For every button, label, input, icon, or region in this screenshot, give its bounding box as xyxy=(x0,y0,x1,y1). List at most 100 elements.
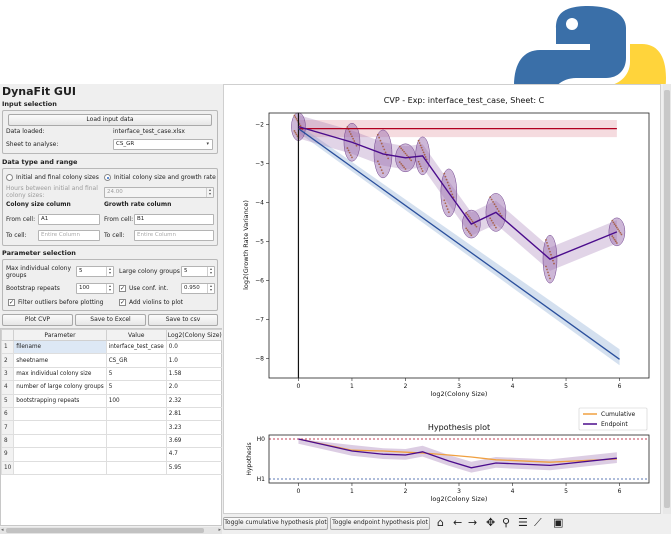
load-input-button[interactable]: Load input data xyxy=(8,114,212,126)
table-row[interactable]: 7 3.23 xyxy=(0,420,224,435)
table-row[interactable]: 5 bootstrapping repeats 100 2.32 xyxy=(0,393,224,408)
parameter-cell[interactable]: sheetname xyxy=(13,353,107,368)
parameter-cell[interactable] xyxy=(13,406,107,422)
table-row[interactable]: 8 3.69 xyxy=(0,433,224,449)
toggle-cumulative-button[interactable]: Toggle cumulative hypothesis plot xyxy=(223,517,328,530)
large-groups-spinbox[interactable]: 5 ▴ ▾ xyxy=(181,266,215,277)
radio-initial-final[interactable] xyxy=(6,174,13,181)
edit-axis-icon[interactable]: ⟋ xyxy=(534,516,542,529)
data-point xyxy=(384,151,387,154)
value-cell[interactable]: CS_GR xyxy=(105,353,167,368)
parameter-cell[interactable] xyxy=(13,433,107,449)
column-header[interactable]: Log2(Colony Size) xyxy=(165,329,224,341)
back-arrow-icon[interactable]: ← xyxy=(453,516,463,529)
parameter-cell[interactable]: number of large colony groups xyxy=(13,380,107,395)
colony-from-input[interactable]: A1 xyxy=(38,214,100,225)
parameter-cell[interactable] xyxy=(13,460,107,475)
table-row[interactable]: 2 sheetname CS_GR 1.0 xyxy=(0,353,224,368)
home-icon[interactable]: ⌂ xyxy=(437,516,444,529)
bootstrap-spinbox[interactable]: 100 ▴ ▾ xyxy=(76,283,114,294)
log2-cell[interactable]: 4.7 xyxy=(165,447,224,462)
scroll-left-icon[interactable]: ◂ xyxy=(1,527,4,533)
filter-outliers-checkbox[interactable]: ✓ xyxy=(8,299,15,306)
data-loaded-value: interface_test_case.xlsx xyxy=(113,128,185,135)
parameter-cell[interactable]: max individual colony size xyxy=(13,366,107,382)
conf-spinbox[interactable]: 0.950 ▴ ▾ xyxy=(181,283,215,294)
value-cell[interactable]: 5 xyxy=(105,380,167,395)
row-number[interactable]: 4 xyxy=(0,380,15,395)
log2-cell[interactable]: 1.58 xyxy=(165,366,224,382)
column-header[interactable]: Parameter xyxy=(13,329,107,341)
log2-cell[interactable]: 2.81 xyxy=(165,406,224,422)
row-number[interactable]: 2 xyxy=(0,353,15,368)
table-row[interactable]: 9 4.7 xyxy=(0,447,224,462)
row-number[interactable]: 9 xyxy=(0,447,15,462)
value-cell[interactable]: 100 xyxy=(105,393,167,408)
value-cell[interactable] xyxy=(105,406,167,422)
sheet-select[interactable]: CS_GR ▾ xyxy=(113,139,213,150)
parameter-cell[interactable] xyxy=(13,447,107,462)
row-number[interactable]: 7 xyxy=(0,420,15,435)
log2-cell[interactable]: 2.32 xyxy=(165,393,224,408)
scrollbar-thumb[interactable] xyxy=(6,528,204,533)
table-row[interactable]: 6 2.81 xyxy=(0,406,224,422)
row-number[interactable]: 1 xyxy=(0,339,15,355)
log2-cell[interactable]: 5.95 xyxy=(165,460,224,475)
row-number[interactable]: 8 xyxy=(0,433,15,449)
growth-to-input[interactable]: Entire Column xyxy=(134,230,214,241)
table-row[interactable]: 3 max individual colony size 5 1.58 xyxy=(0,366,224,382)
data-point xyxy=(465,227,468,230)
row-number[interactable]: 6 xyxy=(0,406,15,422)
colony-to-input[interactable]: Entire Column xyxy=(38,230,100,241)
add-violins-checkbox[interactable]: ✓ xyxy=(119,299,126,306)
forward-arrow-icon[interactable]: → xyxy=(468,516,478,529)
data-point xyxy=(380,169,383,172)
parameter-cell[interactable]: bootstrapping repeats xyxy=(13,393,107,408)
data-point xyxy=(444,175,447,178)
log2-cell[interactable]: 0.0 xyxy=(165,339,224,355)
save-icon[interactable]: ▣ xyxy=(553,516,564,529)
log2-cell[interactable]: 1.0 xyxy=(165,353,224,368)
save-excel-button[interactable]: Save to Excel xyxy=(75,314,146,326)
plot-canvas[interactable]: CVP - Exp: interface_test_case, Sheet: C… xyxy=(223,84,661,514)
table-row[interactable]: 10 5.95 xyxy=(0,460,224,475)
value-cell[interactable] xyxy=(105,460,167,475)
plot-vertical-scrollbar[interactable] xyxy=(663,84,671,514)
value-cell[interactable] xyxy=(105,420,167,435)
use-conf-checkbox[interactable]: ✓ xyxy=(119,285,126,292)
log2-cell[interactable]: 2.0 xyxy=(165,380,224,395)
value-cell[interactable]: 5 xyxy=(105,366,167,382)
max-colony-spinbox[interactable]: 5 ▴ ▾ xyxy=(76,266,114,277)
log2-cell[interactable]: 3.69 xyxy=(165,433,224,449)
scrollbar-thumb[interactable] xyxy=(664,90,670,508)
parameter-cell[interactable]: filename xyxy=(13,339,107,355)
table-horizontal-scrollbar[interactable]: ◂ ▸ xyxy=(0,527,222,534)
value-cell[interactable] xyxy=(105,447,167,462)
data-point xyxy=(376,160,379,163)
pan-icon[interactable]: ✥ xyxy=(486,516,496,529)
zoom-icon[interactable]: ⚲ xyxy=(502,516,511,529)
parameter-cell[interactable] xyxy=(13,420,107,435)
plot-cvp-button[interactable]: Plot CVP xyxy=(2,314,73,326)
data-point xyxy=(401,164,404,167)
results-table[interactable]: Parameter Value Log2(Colony Size) 1 filen… xyxy=(0,328,224,526)
parameter-section-label: Parameter selection xyxy=(2,249,76,257)
value-cell[interactable]: interface_test_case xyxy=(105,339,167,355)
configure-subplots-icon[interactable]: ☰ xyxy=(518,516,528,529)
log2-cell[interactable]: 3.23 xyxy=(165,420,224,435)
scroll-right-icon[interactable]: ▸ xyxy=(218,527,221,533)
table-row[interactable]: 1 filename interface_test_case 0.0 xyxy=(0,339,224,355)
row-number[interactable]: 10 xyxy=(0,460,15,475)
row-number[interactable]: 5 xyxy=(0,393,15,408)
radio-initial-growth[interactable] xyxy=(104,174,111,181)
hours-spinbox[interactable]: 24.00 ▴ ▾ xyxy=(104,187,214,198)
toggle-endpoint-button[interactable]: Toggle endpoint hypothesis plot xyxy=(330,517,430,530)
cvp-x-tick-label: 6 xyxy=(618,383,622,390)
row-number[interactable]: 3 xyxy=(0,366,15,382)
table-row[interactable]: 4 number of large colony groups 5 2.0 xyxy=(0,380,224,395)
column-header[interactable]: Value xyxy=(105,329,167,341)
value-cell[interactable] xyxy=(105,433,167,449)
growth-from-input[interactable]: B1 xyxy=(134,214,214,225)
cvp-xlabel: log2(Colony Size) xyxy=(431,390,488,398)
save-csv-button[interactable]: Save to csv xyxy=(148,314,218,326)
